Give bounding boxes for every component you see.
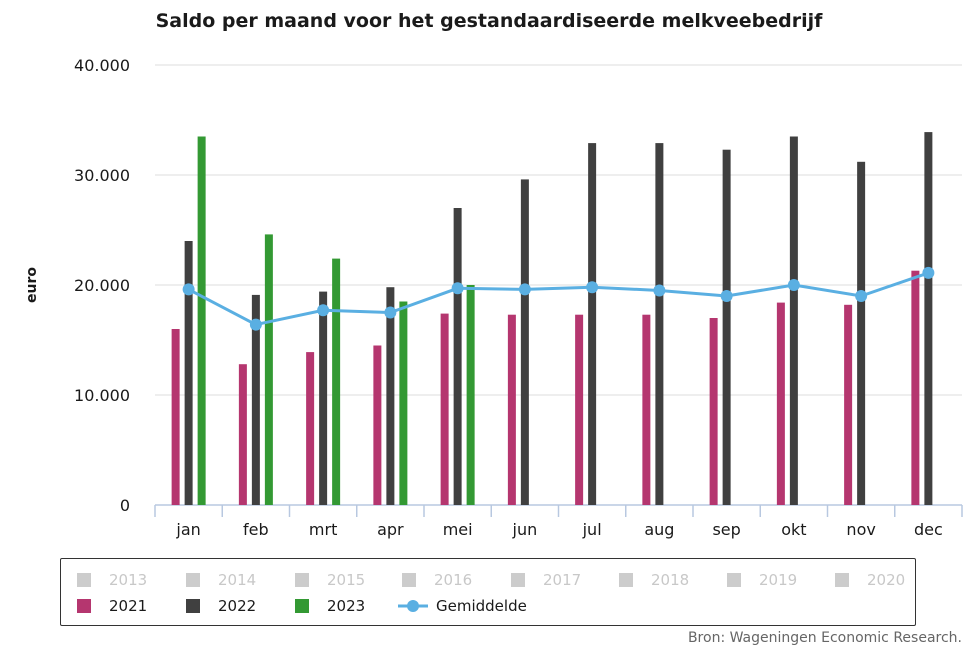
legend-line-marker-icon [398, 600, 428, 612]
x-tick-label: sep [712, 520, 740, 539]
legend-swatch [402, 573, 416, 587]
x-tick-label: apr [377, 520, 404, 539]
bar-2022-jun [520, 179, 529, 505]
bar-2021-dec [911, 270, 920, 505]
legend-label: 2018 [651, 571, 690, 589]
y-tick-label: 40.000 [74, 56, 130, 75]
legend: 2013 2014 2015 2016 2017 2018 2019 2020 … [60, 558, 916, 626]
point-gemiddelde-apr [384, 306, 397, 319]
x-tick-label: mei [443, 520, 473, 539]
bar-2022-jan [184, 241, 193, 505]
bar-2023-mrt [332, 258, 341, 505]
legend-label: Gemiddelde [436, 597, 527, 615]
legend-swatch [295, 573, 309, 587]
legend-swatch [727, 573, 741, 587]
bar-2022-mei [453, 208, 462, 505]
y-tick-label: 10.000 [74, 386, 130, 405]
legend-label: 2016 [434, 571, 473, 589]
legend-swatch [77, 573, 91, 587]
legend-swatch [186, 599, 200, 613]
legend-label: 2013 [109, 571, 148, 589]
bar-2021-jan [171, 329, 180, 505]
x-tick-label: mrt [309, 520, 337, 539]
x-tick-label: jun [512, 520, 538, 539]
point-gemiddelde-sep [720, 290, 733, 302]
legend-label: 2023 [327, 597, 366, 615]
legend-label: 2019 [759, 571, 798, 589]
bar-2023-feb [264, 234, 273, 505]
chart-title: Saldo per maand voor het gestandaardisee… [155, 10, 823, 32]
y-tick-label: 20.000 [74, 276, 130, 295]
x-tick-label: dec [914, 520, 943, 539]
legend-swatch [619, 573, 633, 587]
bar-2022-apr [386, 287, 395, 505]
legend-swatch [511, 573, 525, 587]
x-tick-label: aug [644, 520, 674, 539]
bar-2023-mei [466, 285, 475, 505]
legend-label: 2021 [109, 597, 148, 615]
legend-label: 2022 [218, 597, 257, 615]
legend-swatch [77, 599, 91, 613]
bar-2021-jun [507, 314, 516, 505]
x-tick-label: jul [582, 520, 602, 539]
bar-2021-mei [440, 313, 449, 505]
legend-label: 2015 [327, 571, 366, 589]
bar-2021-nov [844, 304, 853, 505]
bar-2021-aug [642, 314, 651, 505]
bar-2021-jul [575, 314, 584, 505]
x-tick-label: nov [846, 520, 875, 539]
legend-swatch [295, 599, 309, 613]
bar-2021-feb [238, 364, 247, 505]
bar-2022-jul [588, 143, 597, 505]
point-gemiddelde-jun [518, 283, 531, 296]
legend-label: 2020 [867, 571, 906, 589]
x-tick-label: jan [175, 520, 200, 539]
y-tick-label: 0 [120, 496, 130, 515]
point-gemiddelde-mei [451, 282, 464, 295]
point-gemiddelde-mrt [317, 304, 330, 317]
point-gemiddelde-jan [182, 283, 195, 296]
source-credit: Bron: Wageningen Economic Research. [687, 630, 962, 646]
bar-2022-sep [722, 149, 731, 505]
x-tick-label: feb [243, 520, 269, 539]
bar-2021-sep [709, 318, 718, 505]
y-axis-title: euro [24, 267, 40, 303]
bar-2022-feb [251, 294, 260, 505]
bar-2023-jan [197, 136, 206, 505]
point-gemiddelde-dec [922, 266, 935, 279]
bar-2022-nov [857, 161, 866, 506]
legend-label: 2014 [218, 571, 257, 589]
point-gemiddelde-feb [249, 318, 262, 331]
bar-2022-okt [789, 136, 798, 505]
bar-2021-apr [373, 345, 382, 505]
legend-swatch [835, 573, 849, 587]
point-gemiddelde-jul [586, 281, 599, 294]
x-tick-label: okt [781, 520, 806, 539]
y-tick-label: 30.000 [74, 166, 130, 185]
legend-label: 2017 [543, 571, 582, 589]
bar-2021-okt [776, 302, 785, 505]
bar-2022-aug [655, 143, 664, 505]
point-gemiddelde-okt [787, 279, 800, 291]
bar-2022-mrt [319, 291, 328, 505]
point-gemiddelde-aug [653, 284, 666, 297]
bar-2021-mrt [306, 352, 315, 505]
point-gemiddelde-nov [855, 290, 868, 302]
legend-swatch [186, 573, 200, 587]
bar-2022-dec [924, 132, 933, 505]
line-gemiddelde [187, 271, 929, 327]
bar-2023-apr [399, 301, 408, 505]
